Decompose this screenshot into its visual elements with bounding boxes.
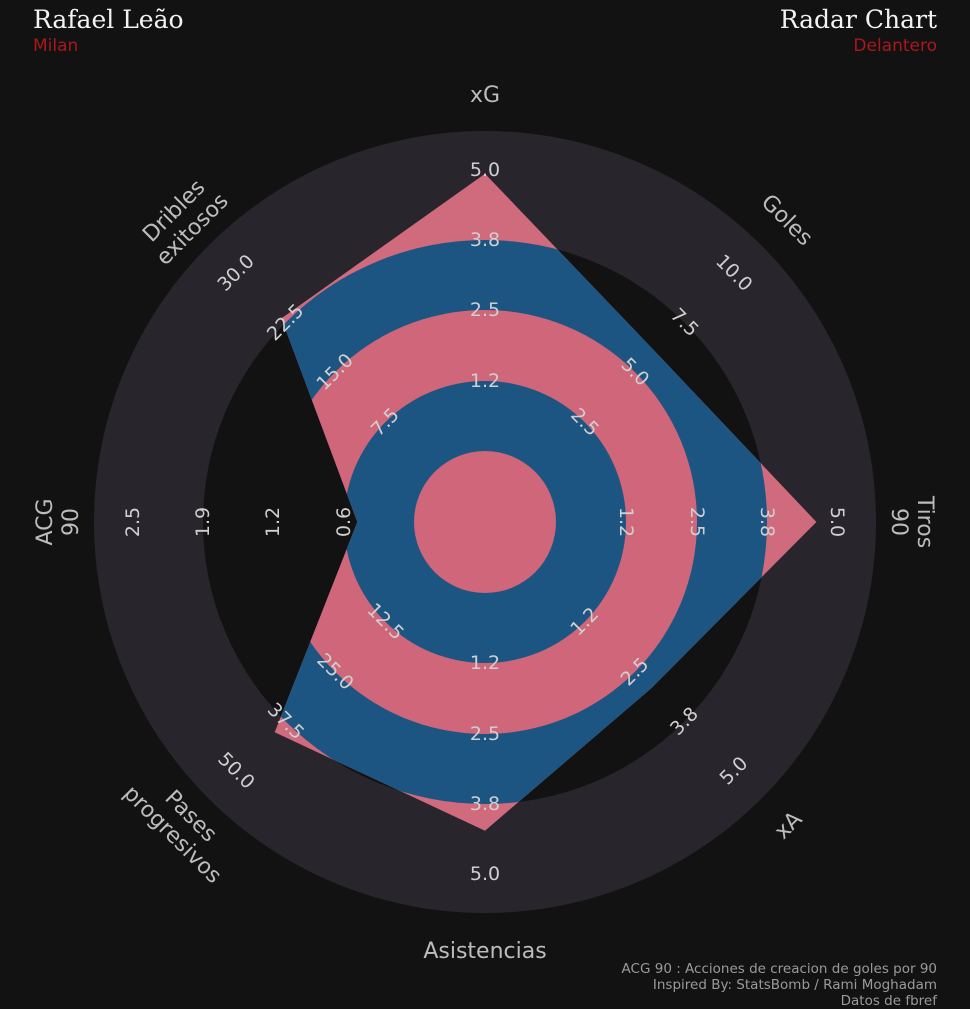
- tick-label: 3.8: [470, 229, 500, 251]
- tick-label: 2.5: [470, 723, 500, 745]
- radar-center: [414, 451, 556, 593]
- header-left: Rafael Leão Milan: [33, 4, 184, 56]
- axis-label: Asistencias: [423, 939, 546, 964]
- footer-acg-note: ACG 90 : Acciones de creacion de goles p…: [621, 961, 937, 977]
- tick-label: 1.2: [615, 507, 637, 537]
- footer: ACG 90 : Acciones de creacion de goles p…: [622, 961, 937, 1009]
- tick-label: 1.2: [262, 507, 284, 537]
- axis-label: Tiros90: [886, 495, 937, 548]
- header-right: Radar Chart Delantero: [780, 4, 937, 56]
- tick-label: 5.0: [826, 507, 848, 537]
- tick-label: 1.2: [470, 652, 500, 674]
- axis-label: xG: [470, 83, 500, 108]
- tick-label: 3.8: [756, 507, 778, 537]
- tick-label: 3.8: [470, 793, 500, 815]
- tick-label: 5.0: [470, 863, 500, 885]
- axis-label: Goles: [756, 190, 817, 251]
- team-name: Milan: [33, 36, 79, 56]
- footer-credit: Inspired By: StatsBomb / Rami Moghadam: [652, 977, 937, 993]
- axis-label: ACG90: [33, 498, 84, 545]
- chart-title: Radar Chart: [779, 5, 937, 34]
- tick-label: 2.5: [470, 299, 500, 321]
- tick-label: 0.6: [333, 507, 355, 537]
- tick-label: 2.5: [122, 507, 144, 537]
- tick-label: 2.5: [686, 507, 708, 537]
- footer-source: Datos de fbref: [840, 993, 937, 1009]
- axis-label: xA: [770, 807, 808, 845]
- tick-label: 5.0: [470, 159, 500, 181]
- player-name: Rafael Leão: [33, 5, 184, 34]
- player-position: Delantero: [853, 36, 937, 56]
- tick-label: 1.9: [192, 507, 214, 537]
- tick-label: 1.2: [470, 370, 500, 392]
